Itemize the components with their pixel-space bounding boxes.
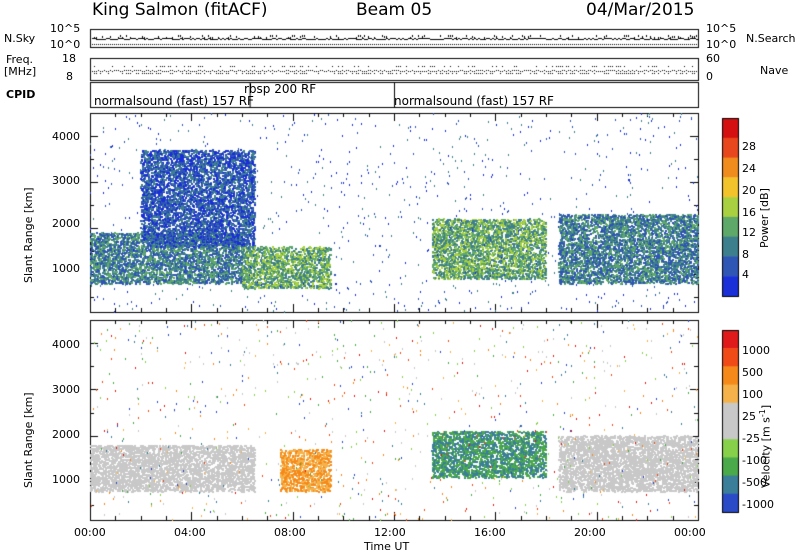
power-ytick-3000: 3000 xyxy=(52,174,80,187)
velocity-cb-tick-neg100: -100 xyxy=(742,454,767,467)
nsearch-tick-bottom: 10^0 xyxy=(706,38,737,51)
power-colorbar-label: Power [dB] xyxy=(758,188,771,248)
power-panel-ylabel: Slant Range [km] xyxy=(22,187,35,283)
nave-label: Nave xyxy=(760,64,789,77)
power-ytick-4000: 4000 xyxy=(52,130,80,143)
freq-label: Freq. xyxy=(6,53,34,66)
velocity-cb-tick-25: 25 xyxy=(742,410,756,423)
cpid-segment-3: normalsound (fast) 157 RF xyxy=(394,94,554,108)
velocity-ytick-2000: 2000 xyxy=(52,428,80,441)
velocity-cb-tick-100: 100 xyxy=(742,388,763,401)
xtick-1200: 12:00 xyxy=(374,526,406,539)
power-cb-tick-8: 8 xyxy=(742,248,749,261)
nsky-tick-bottom: 10^0 xyxy=(50,38,81,51)
power-cb-tick-12: 12 xyxy=(742,226,756,239)
power-cb-tick-4: 4 xyxy=(742,268,749,281)
xtick-0800: 08:00 xyxy=(274,526,306,539)
freq-tick-bottom: 8 xyxy=(66,70,73,83)
power-ytick-1000: 1000 xyxy=(52,262,80,275)
velocity-panel-ylabel: Slant Range [km] xyxy=(22,392,35,488)
nave-tick-top: 60 xyxy=(706,52,720,65)
power-cb-tick-20: 20 xyxy=(742,184,756,197)
nsearch-label: N.Search xyxy=(746,32,796,45)
velocity-cb-tick-neg25: -25 xyxy=(742,432,760,445)
cpid-label: CPID xyxy=(6,88,36,101)
power-ytick-2000: 2000 xyxy=(52,217,80,230)
velocity-cb-tick-500: 500 xyxy=(742,366,763,379)
xtick-1600: 16:00 xyxy=(474,526,506,539)
xtick-0000: 00:00 xyxy=(74,526,106,539)
xtick-2000: 20:00 xyxy=(574,526,606,539)
velocity-cb-tick-1000: 1000 xyxy=(742,344,770,357)
power-cb-tick-24: 24 xyxy=(742,162,756,175)
velocity-cb-tick-neg500: -500 xyxy=(742,476,767,489)
freq-tick-top: 18 xyxy=(62,52,76,65)
nsky-label: N.Sky xyxy=(4,32,36,45)
station-title: King Salmon (fitACF) xyxy=(92,0,268,20)
nave-tick-bottom: 0 xyxy=(706,70,713,83)
power-cb-tick-16: 16 xyxy=(742,206,756,219)
cpid-segment-1: normalsound (fast) 157 RF xyxy=(94,94,254,108)
xtick-0400: 04:00 xyxy=(174,526,206,539)
velocity-cb-tick-neg1000: -1000 xyxy=(742,498,774,511)
xtick-2400: 00:00 xyxy=(674,526,706,539)
cpid-segment-2: rbsp 200 RF xyxy=(244,82,317,96)
power-cb-tick-28: 28 xyxy=(742,140,756,153)
nsky-tick-top: 10^5 xyxy=(50,22,81,35)
velocity-ytick-3000: 3000 xyxy=(52,383,80,396)
nsearch-tick-top: 10^5 xyxy=(706,22,737,35)
velocity-ytick-1000: 1000 xyxy=(52,473,80,486)
freq-unit: [MHz] xyxy=(4,65,37,78)
beam-title: Beam 05 xyxy=(356,0,433,20)
velocity-ytick-4000: 4000 xyxy=(52,338,80,351)
x-axis-label: Time UT xyxy=(364,540,410,553)
date-title: 04/Mar/2015 xyxy=(586,0,695,20)
